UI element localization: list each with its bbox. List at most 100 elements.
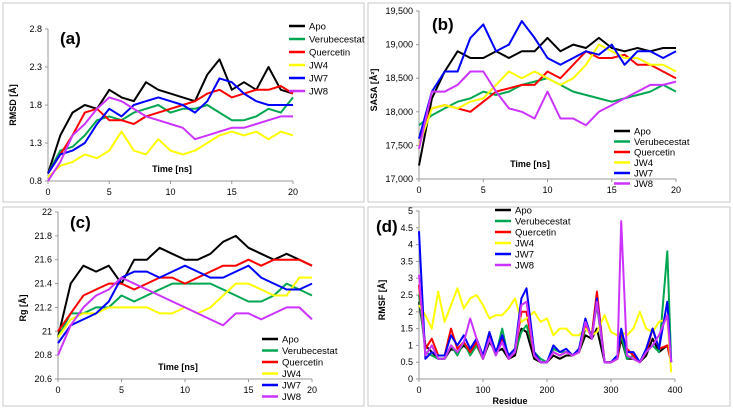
panel-label: (d) — [376, 217, 398, 236]
series-line-jw8 — [57, 276, 313, 356]
legend-label: Verubecestat — [282, 346, 338, 357]
legend-label: JW4 — [282, 369, 301, 380]
legend-label: Quercetin — [634, 148, 675, 159]
series-line-quercetin — [47, 85, 294, 174]
y-tick-label: 21.4 — [34, 279, 52, 289]
legend-label: Quercetin — [282, 358, 323, 369]
series-line-verubecestat — [47, 96, 294, 174]
panel-border — [367, 2, 731, 203]
x-tick-label: 200 — [539, 385, 554, 395]
x-tick-label: 5 — [107, 187, 112, 197]
series-line-jw8 — [47, 96, 293, 182]
y-tick-label: 18,000 — [385, 107, 413, 117]
series-line-jw8 — [418, 70, 677, 150]
panel-border — [2, 2, 365, 203]
legend-label: Verubecestat — [634, 137, 690, 148]
y-tick-label: 19,500 — [385, 6, 413, 16]
legend-label: Apo — [515, 206, 532, 217]
y-tick-label: 21.6 — [34, 255, 52, 265]
y-tick-label: 0 — [408, 374, 413, 384]
x-tick-label: 300 — [603, 385, 618, 395]
series-line-apo — [418, 36, 676, 166]
x-tick-label: 5 — [119, 385, 124, 395]
x-tick-label: 15 — [607, 185, 617, 195]
y-tick-label: 2.8 — [29, 24, 42, 34]
y-tick-label: 2.3 — [29, 62, 42, 72]
x-axis-label: Time [ns] — [152, 164, 192, 174]
legend-label: JW4 — [634, 158, 653, 169]
series-line-quercetin — [57, 258, 313, 332]
x-tick-label: 20 — [671, 185, 681, 195]
series-line-jw7 — [57, 264, 313, 344]
legend: Apo Verubecestat Quercetin JW4 JW7 JW8 — [289, 22, 365, 98]
panel-label: (b) — [432, 15, 454, 34]
series-line-jw7 — [418, 20, 677, 139]
legend-label: Apo — [282, 335, 299, 346]
y-tick-label: 21 — [42, 326, 52, 336]
x-tick-label: 15 — [243, 385, 253, 395]
legend-label: JW8 — [515, 261, 534, 272]
y-tick-label: 19,000 — [385, 40, 413, 50]
series-line-quercetin — [418, 50, 677, 140]
x-axis-label: Time [ns] — [158, 362, 198, 372]
panel-b: 17,000 17,500 18,000 18,500 19,000 19,500 0 5 10… — [367, 2, 731, 203]
y-tick-label: 3.5 — [400, 256, 413, 266]
legend-label: JW7 — [309, 74, 328, 85]
x-tick-label: 5 — [481, 185, 486, 195]
legend-label: JW8 — [309, 87, 328, 98]
legend-label: Verubecestat — [309, 35, 365, 46]
y-tick-label: 4 — [408, 240, 413, 250]
panel-label: (c) — [70, 213, 91, 232]
x-axis-label: Time [ns] — [510, 159, 550, 169]
legend-label: JW7 — [515, 250, 534, 261]
legend-label: JW7 — [634, 169, 653, 180]
y-axis-label: Rg [Å] — [18, 295, 28, 322]
legend-label: Quercetin — [309, 48, 350, 59]
y-tick-label: 2.5 — [400, 290, 413, 300]
legend-label: Verubecestat — [515, 217, 571, 228]
series-line-apo — [47, 58, 294, 174]
y-tick-label: 17,500 — [385, 140, 413, 150]
legend-label: JW8 — [634, 179, 653, 190]
y-tick-label: 20.8 — [34, 350, 52, 360]
y-tick-label: 4.5 — [400, 223, 413, 233]
series-line-jw8 — [418, 220, 673, 364]
y-tick-label: 0.8 — [29, 176, 42, 186]
y-tick-label: 2 — [408, 307, 413, 317]
panel-c: 20.6 20.8 21 21.2 21.4 21.6 21.8 22 0 5 10 15 20 (c) T… — [2, 206, 365, 407]
y-tick-label: 18,500 — [385, 73, 413, 83]
legend-label: JW7 — [282, 381, 301, 392]
legend-label: JW4 — [309, 61, 328, 72]
x-tick-label: 0 — [416, 385, 421, 395]
x-tick-label: 20 — [288, 187, 298, 197]
series-line-jw7 — [47, 77, 293, 174]
legend-label: Apo — [309, 22, 326, 33]
x-axis-label: Residue — [492, 396, 527, 406]
series-line-jw4 — [418, 43, 677, 146]
y-axis-label: SASA [Å²] — [369, 69, 379, 112]
x-tick-label: 0 — [45, 187, 50, 197]
x-tick-label: 10 — [542, 185, 552, 195]
legend-label: Apo — [634, 127, 651, 138]
y-axis-label: RMSF [Å] — [377, 280, 387, 321]
y-tick-label: 0.5 — [400, 357, 413, 367]
y-tick-label: 1.5 — [400, 324, 413, 334]
legend-label: JW8 — [282, 392, 301, 403]
series-line-apo — [57, 234, 313, 338]
y-tick-label: 21.2 — [34, 302, 52, 312]
y-tick-label: 21.8 — [34, 231, 52, 241]
y-tick-label: 1.3 — [29, 138, 42, 148]
panel-d: 0 0.5 1 1.5 2 2.5 3 3.5 4 4.5 5 0 100 200 300 400 (d) Res… — [367, 206, 731, 407]
x-tick-label: 0 — [416, 185, 421, 195]
panel-a: 0.8 1.3 1.8 2.3 2.8 0 5 10 15 20 (a) Time [ns] RMSD … — [2, 2, 365, 203]
y-tick-label: 20.6 — [34, 374, 52, 384]
x-tick-label: 0 — [55, 385, 60, 395]
series-line-jw4 — [418, 287, 673, 373]
y-tick-label: 1.8 — [29, 100, 42, 110]
y-tick-label: 1 — [408, 340, 413, 350]
x-tick-label: 100 — [475, 385, 490, 395]
x-tick-label: 10 — [180, 385, 190, 395]
